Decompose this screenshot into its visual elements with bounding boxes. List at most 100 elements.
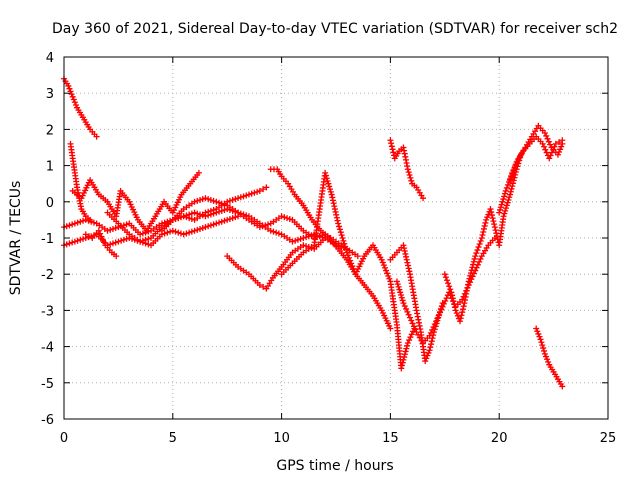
- data-point: [401, 351, 408, 358]
- data-point: [540, 345, 547, 352]
- data-point: [386, 275, 393, 282]
- data-point: [109, 240, 116, 247]
- y-tick-label: -3: [41, 304, 54, 319]
- data-point: [548, 149, 555, 156]
- y-tick-label: -1: [41, 232, 54, 247]
- data-point: [453, 310, 460, 317]
- data-point: [88, 218, 95, 225]
- data-point: [333, 211, 340, 218]
- data-point: [473, 250, 480, 257]
- data-point: [483, 216, 490, 223]
- data-point: [508, 174, 515, 181]
- data-point: [270, 228, 277, 235]
- data-point: [278, 213, 285, 220]
- data-point: [459, 306, 466, 313]
- data-point: [260, 186, 267, 193]
- data-point: [476, 258, 483, 265]
- data-point: [221, 206, 228, 213]
- data-point: [384, 270, 391, 277]
- data-point: [72, 101, 79, 108]
- data-point: [397, 289, 404, 296]
- data-point: [503, 184, 510, 191]
- data-point: [490, 218, 497, 225]
- series-arc-q: [507, 133, 566, 184]
- data-point: [405, 169, 412, 176]
- data-point: [326, 183, 333, 190]
- x-tick-label: 25: [600, 431, 617, 446]
- data-point: [412, 326, 419, 333]
- data-point: [471, 255, 478, 262]
- data-point: [69, 93, 76, 100]
- data-point: [348, 260, 355, 267]
- data-point: [221, 201, 228, 208]
- data-point: [487, 206, 494, 213]
- data-point: [115, 238, 122, 245]
- data-point: [550, 146, 557, 153]
- data-point: [426, 332, 433, 339]
- data-point: [509, 183, 516, 190]
- data-point: [216, 208, 223, 215]
- data-point: [80, 217, 87, 224]
- data-point: [401, 248, 408, 255]
- data-point: [66, 85, 73, 92]
- data-point: [216, 199, 223, 206]
- data-point: [406, 172, 413, 179]
- data-point: [554, 151, 561, 158]
- data-point: [401, 303, 408, 310]
- data-point: [229, 196, 236, 203]
- data-point: [474, 247, 481, 254]
- data-point: [476, 241, 483, 248]
- data-point: [556, 139, 563, 146]
- data-point: [536, 333, 543, 340]
- data-point: [428, 338, 435, 345]
- data-point: [470, 258, 477, 265]
- data-point: [481, 222, 488, 229]
- data-point: [388, 140, 395, 147]
- data-point: [450, 298, 457, 305]
- data-point: [63, 223, 70, 230]
- data-point: [186, 211, 193, 218]
- data-point: [243, 192, 250, 199]
- x-axis-label: GPS time / hours: [276, 458, 393, 474]
- data-point: [545, 138, 552, 145]
- data-point: [387, 325, 394, 332]
- data-point: [541, 350, 548, 357]
- data-point: [164, 229, 171, 236]
- data-point: [112, 239, 119, 246]
- data-point: [74, 237, 81, 244]
- data-point: [423, 355, 430, 362]
- data-point: [385, 273, 392, 280]
- data-point: [145, 235, 152, 242]
- data-point: [501, 193, 508, 200]
- data-point: [194, 197, 201, 204]
- data-point: [218, 200, 225, 207]
- data-point: [77, 218, 84, 225]
- data-point: [407, 334, 414, 341]
- data-point: [251, 189, 258, 196]
- data-point: [71, 99, 78, 106]
- y-tick-label: 4: [46, 51, 54, 66]
- data-point: [501, 210, 508, 217]
- series-arc-m: [387, 242, 446, 365]
- data-point: [137, 231, 144, 238]
- data-point: [408, 317, 415, 324]
- data-point: [477, 238, 484, 245]
- data-point: [175, 229, 182, 236]
- data-point: [403, 256, 410, 263]
- data-point: [289, 238, 296, 245]
- data-point: [512, 161, 519, 168]
- data-point: [322, 169, 329, 176]
- data-point: [559, 137, 566, 144]
- data-point: [488, 209, 495, 216]
- data-point: [544, 135, 551, 142]
- data-point: [422, 358, 429, 365]
- data-point: [451, 304, 458, 311]
- data-point: [379, 259, 386, 266]
- data-point: [197, 225, 203, 232]
- data-point: [428, 341, 435, 348]
- data-point: [205, 223, 212, 230]
- data-point: [469, 264, 476, 271]
- data-point: [434, 315, 441, 322]
- data-point: [507, 188, 514, 195]
- data-point: [237, 194, 244, 201]
